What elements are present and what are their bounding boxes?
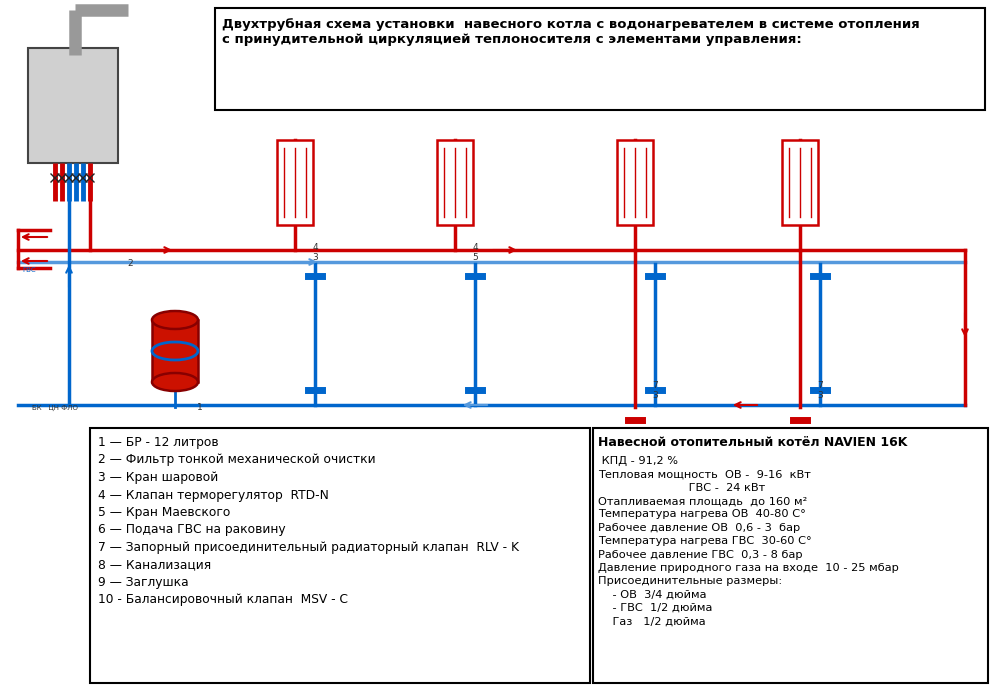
Text: КПД - 91,2 %
Тепловая мощность  ОВ -  9-16  кВт
                         ГВС -  : КПД - 91,2 % Тепловая мощность ОВ - 9-16… xyxy=(598,456,899,626)
FancyBboxPatch shape xyxy=(593,428,988,683)
Text: 3: 3 xyxy=(817,390,823,399)
Bar xyxy=(28,48,118,163)
FancyBboxPatch shape xyxy=(90,428,590,683)
Text: 4: 4 xyxy=(312,244,318,252)
Text: 3: 3 xyxy=(312,254,318,263)
Text: 1: 1 xyxy=(198,403,203,412)
Ellipse shape xyxy=(152,311,198,329)
Text: 2: 2 xyxy=(127,259,133,268)
Text: 3: 3 xyxy=(652,390,658,399)
Bar xyxy=(152,320,198,382)
Text: город мастеров: город мастеров xyxy=(309,619,472,637)
Bar xyxy=(277,140,313,225)
Text: БК   ЦН ФЛО: БК ЦН ФЛО xyxy=(32,405,77,411)
Text: Двухтрубная схема установки  навесного котла с водонагревателем в системе отопле: Двухтрубная схема установки навесного ко… xyxy=(222,18,920,46)
Text: 4: 4 xyxy=(473,244,478,252)
Bar xyxy=(437,140,473,225)
Bar xyxy=(782,140,818,225)
FancyBboxPatch shape xyxy=(215,8,985,110)
Text: 5: 5 xyxy=(472,254,478,263)
Text: ГВС: ГВС xyxy=(22,267,36,273)
Text: MASTERGRAD: MASTERGRAD xyxy=(271,585,509,615)
Bar xyxy=(617,140,653,225)
Text: Навесной отопительный котёл NAVIEN 16K: Навесной отопительный котёл NAVIEN 16K xyxy=(598,436,908,449)
Text: 1 — БР - 12 литров
2 — Фильтр тонкой механической очистки
3 — Кран шаровой
4 — К: 1 — БР - 12 литров 2 — Фильтр тонкой мех… xyxy=(98,436,519,606)
Ellipse shape xyxy=(152,373,198,391)
Text: 7: 7 xyxy=(652,381,658,390)
Text: 7: 7 xyxy=(817,381,823,390)
